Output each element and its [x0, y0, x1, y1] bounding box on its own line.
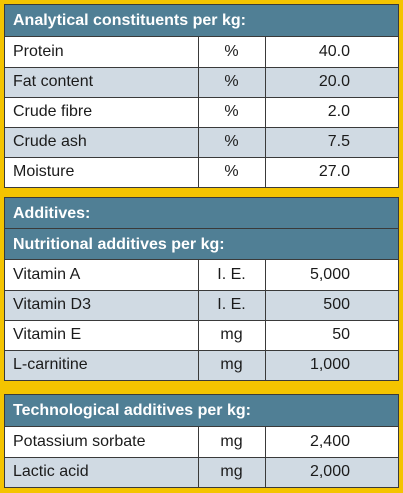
constituent-value: 7.5	[327, 133, 350, 150]
table-row: Vitamin A I. E. 5,000	[5, 260, 398, 291]
constituent-name: Protein	[5, 37, 198, 68]
constituent-name: Fat content	[5, 67, 198, 98]
table-row: Protein % 40.0	[5, 37, 398, 68]
additive-name: L-carnitine	[5, 350, 198, 380]
additive-unit: mg	[197, 350, 266, 380]
additive-name: Vitamin D3	[5, 290, 198, 321]
technological-additives-table: Potassium sorbate mg 2,400 Lactic acid m…	[5, 427, 398, 487]
table-row: Lactic acid mg 2,000	[5, 457, 398, 487]
additive-unit: mg	[197, 457, 266, 487]
additive-value: 2,000	[309, 463, 350, 481]
nutritional-additives-table: Vitamin A I. E. 5,000 Vitamin D3 I. E. 5…	[5, 260, 398, 380]
additive-value: 500	[323, 296, 350, 313]
table-row: L-carnitine mg 1,000	[5, 350, 398, 380]
constituent-unit: %	[197, 157, 266, 187]
constituent-name: Crude ash	[5, 127, 198, 158]
table-row: Moisture % 27.0	[5, 157, 398, 187]
table-row: Vitamin E mg 50	[5, 320, 398, 351]
additives-title: Additives:	[5, 198, 398, 229]
analytical-constituents-table: Protein % 40.0 Fat content % 20.0 Crude …	[5, 37, 398, 187]
table-row: Potassium sorbate mg 2,400	[5, 427, 398, 458]
constituent-unit: %	[197, 127, 266, 158]
additive-name: Potassium sorbate	[5, 427, 198, 458]
additive-value: 2,400	[309, 432, 350, 450]
constituent-unit: %	[197, 97, 266, 128]
table-row: Crude fibre % 2.0	[5, 97, 398, 128]
additive-name: Vitamin E	[5, 320, 198, 351]
nutritional-additives-title: Nutritional additives per kg:	[5, 229, 398, 260]
technological-additives-title: Technological additives per kg:	[5, 395, 398, 427]
table-row: Vitamin D3 I. E. 500	[5, 290, 398, 321]
constituent-name: Crude fibre	[5, 97, 198, 128]
constituent-unit: %	[197, 67, 266, 98]
constituent-name: Moisture	[13, 163, 75, 181]
additive-value: 5,000	[309, 265, 350, 283]
additive-unit: I. E.	[197, 290, 266, 321]
table-row: Fat content % 20.0	[5, 67, 398, 98]
analytical-constituents-title: Analytical constituents per kg:	[5, 5, 398, 37]
constituent-value: 20.0	[318, 73, 350, 90]
additive-unit: I. E.	[197, 260, 266, 291]
constituent-unit: %	[197, 37, 266, 68]
technological-additives-panel: Technological additives per kg: Potassiu…	[4, 394, 399, 488]
additive-name: Vitamin A	[5, 260, 198, 291]
additive-value: 1,000	[309, 356, 350, 374]
constituent-value: 2.0	[327, 103, 350, 120]
additive-name: Lactic acid	[5, 457, 198, 487]
constituent-value: 40.0	[318, 42, 350, 60]
additive-unit: mg	[197, 320, 266, 351]
additive-value: 50	[332, 326, 350, 343]
constituent-value: 27.0	[318, 163, 350, 181]
table-row: Crude ash % 7.5	[5, 127, 398, 158]
additive-unit: mg	[197, 427, 266, 458]
additives-panel: Additives: Nutritional additives per kg:…	[4, 197, 399, 381]
analytical-constituents-panel: Analytical constituents per kg: Protein …	[4, 4, 399, 188]
